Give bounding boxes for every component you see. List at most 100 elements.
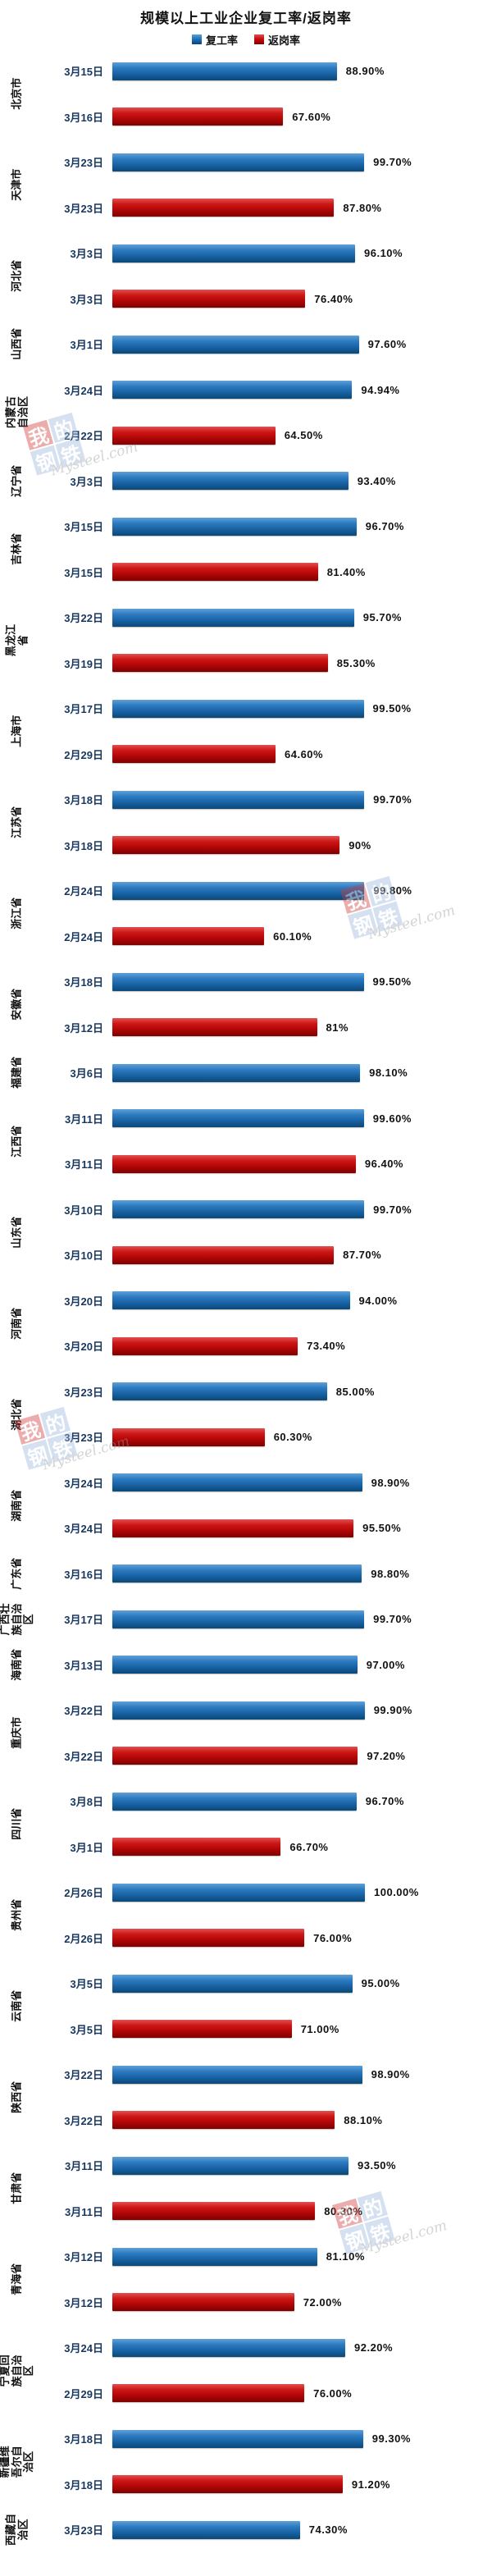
fangganglv-bar (112, 1838, 281, 1857)
value-label: 96.10% (364, 247, 403, 260)
date-label: 3月18日 (64, 2433, 103, 2446)
date-label: 3月22日 (64, 2114, 103, 2127)
fangganglv-bar (112, 107, 284, 126)
date-label: 3月15日 (64, 566, 103, 579)
bar-row: 3月19日 85.30% (34, 641, 492, 687)
province-group: 上海市 3月17日 99.50% 2月29日 64.60% (0, 686, 492, 777)
province-group: 广东省 3月16日 98.80% (0, 1551, 492, 1597)
bar-row: 3月11日 99.60% (34, 1096, 492, 1142)
value-label: 96.70% (365, 520, 404, 533)
province-label: 上海市 (10, 715, 23, 748)
bar-row: 3月16日 67.60% (34, 94, 492, 140)
fugonglv-bar (112, 1656, 358, 1674)
fangganglv-bar (112, 2384, 305, 2403)
value-label: 92.20% (354, 2341, 394, 2354)
date-label: 3月23日 (64, 157, 103, 170)
value-label: 99.50% (372, 975, 412, 989)
value-label: 97.20% (367, 1749, 406, 1762)
value-label: 99.70% (373, 1203, 412, 1216)
province-group: 湖北省 3月23日 85.00% 3月23日 60.30% (0, 1369, 492, 1460)
fugonglv-bar (112, 1701, 365, 1720)
bar-row: 3月15日 96.70% (34, 504, 492, 550)
bar-row: 3月22日 99.90% (34, 1688, 492, 1733)
date-label: 3月11日 (65, 1112, 103, 1126)
province-group: 安徽省 3月18日 99.50% 3月12日 81% (0, 959, 492, 1050)
province-group: 江西省 3月11日 99.60% 3月11日 96.40% (0, 1096, 492, 1187)
province-label: 黑龙江省 (4, 624, 29, 657)
fugonglv-bar (112, 2520, 300, 2539)
value-label: 93.40% (357, 474, 396, 487)
date-label: 3月24日 (64, 2342, 103, 2355)
fangganglv-bar (112, 836, 340, 855)
fugonglv-bar (112, 1063, 361, 1082)
fangganglv-bar (112, 745, 276, 764)
bar-row: 3月10日 99.70% (34, 1187, 492, 1233)
date-label: 3月3日 (70, 248, 103, 261)
fangganglv-bar (112, 1747, 358, 1765)
value-label: 97.00% (366, 1658, 405, 1671)
bar-row: 3月3日 93.40% (34, 459, 492, 505)
date-label: 3月20日 (64, 1341, 103, 1354)
value-label: 95.00% (361, 1977, 400, 1990)
province-group: 甘肃省 3月11日 93.50% 3月11日 80.30% (0, 2143, 492, 2234)
value-label: 85.30% (336, 656, 376, 669)
value-label: 85.00% (335, 1385, 375, 1398)
value-label: 71.00% (300, 2022, 339, 2035)
province-bars: 3月11日 99.60% 3月11日 96.40% (34, 1096, 492, 1187)
bar-row: 3月17日 99.70% (34, 1596, 492, 1642)
province-label: 北京市 (10, 77, 23, 111)
fugonglv-bar (112, 472, 348, 491)
bar-row: 3月23日 85.00% (34, 1369, 492, 1415)
fangganglv-bar (112, 2111, 335, 2130)
value-label: 99.70% (373, 793, 412, 806)
value-label: 99.70% (373, 1613, 412, 1626)
value-label: 99.30% (371, 2432, 411, 2446)
province-bars: 3月20日 94.00% 3月20日 73.40% (34, 1278, 492, 1369)
province-bars: 3月12日 81.10% 3月12日 72.00% (34, 2234, 492, 2325)
value-label: 99.70% (373, 156, 412, 169)
province-label: 云南省 (10, 1989, 23, 2023)
fugonglv-bar (112, 881, 365, 900)
date-label: 3月22日 (64, 1705, 103, 1718)
date-label: 3月3日 (70, 293, 103, 306)
province-label: 河南省 (10, 1307, 23, 1340)
bar-row: 3月11日 80.30% (34, 2189, 492, 2235)
value-label: 80.30% (324, 2204, 363, 2217)
fugonglv-bar (112, 1473, 362, 1492)
date-label: 2月26日 (64, 1887, 103, 1900)
value-label: 60.30% (273, 1431, 312, 1444)
value-label: 81% (326, 1021, 349, 1034)
province-group: 天津市 3月23日 99.70% 3月23日 87.80% (0, 139, 492, 231)
bar-row: 3月23日 99.70% (34, 139, 492, 185)
date-label: 3月10日 (64, 1204, 103, 1217)
fugonglv-bar (112, 1610, 365, 1628)
fugonglv-bar (112, 1291, 350, 1310)
province-bars: 3月3日 93.40% (34, 459, 492, 505)
value-label: 74.30% (308, 2523, 348, 2537)
value-label: 64.60% (285, 747, 324, 760)
fugonglv-bar (112, 335, 359, 354)
value-label: 88.90% (345, 65, 385, 78)
bar-row: 3月20日 73.40% (34, 1323, 492, 1369)
value-label: 96.70% (365, 1795, 404, 1808)
province-bars: 3月24日 94.94% 2月22日 64.50% (34, 368, 492, 459)
fangganglv-bar (112, 290, 306, 308)
province-bars: 3月8日 96.70% 3月1日 66.70% (34, 1779, 492, 1870)
date-label: 3月1日 (70, 339, 103, 352)
bar-row: 2月22日 64.50% (34, 413, 492, 459)
province-bars: 3月15日 88.90% 3月16日 67.60% (34, 48, 492, 139)
bar-row: 3月17日 99.50% (34, 686, 492, 732)
value-label: 98.90% (371, 1476, 410, 1489)
province-label: 山东省 (10, 1216, 23, 1249)
fugonglv-bar (112, 381, 353, 400)
date-label: 3月8日 (70, 1796, 103, 1809)
province-group: 山西省 3月1日 97.60% (0, 322, 492, 368)
value-label: 98.10% (369, 1066, 408, 1080)
value-label: 96.40% (364, 1158, 403, 1171)
value-label: 93.50% (358, 2159, 397, 2172)
bar-row: 3月16日 98.80% (34, 1551, 492, 1597)
fugonglv-bar (112, 2065, 362, 2084)
value-label: 87.70% (343, 1249, 382, 1262)
fugonglv-bar (112, 244, 355, 263)
fangganglv-bar (112, 1018, 317, 1037)
